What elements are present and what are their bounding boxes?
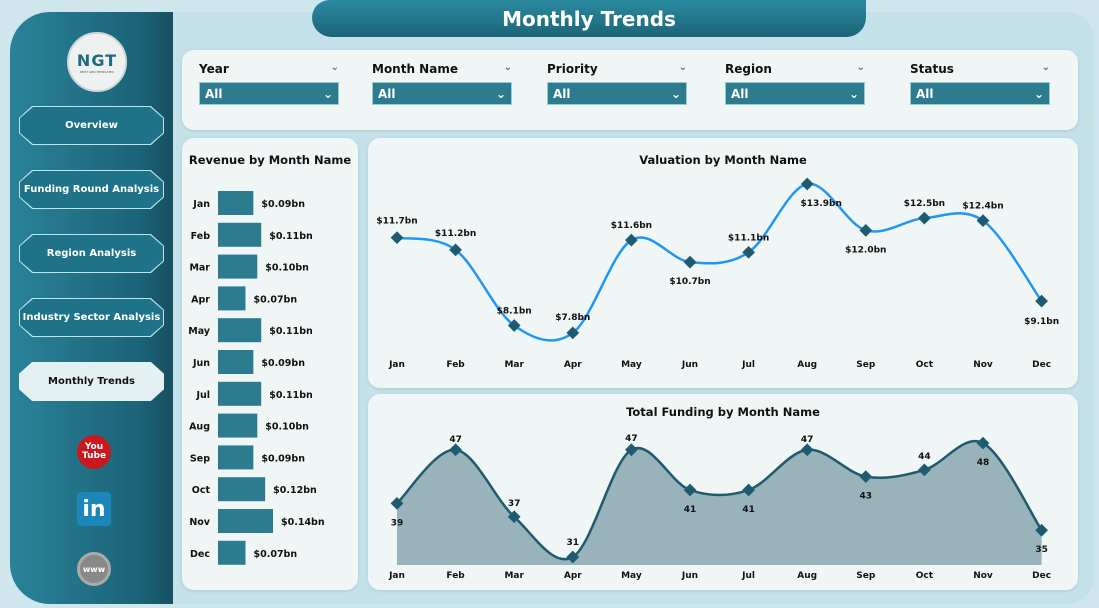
selected-value: All (378, 86, 396, 101)
chevron-down-icon[interactable]: ⌄ (678, 62, 687, 73)
nav-label: Funding Round Analysis (23, 184, 160, 195)
chevron-down-icon[interactable]: ⌄ (503, 62, 512, 73)
page-title: Monthly Trends (312, 0, 866, 37)
chevron-down-icon: ⌄ (848, 86, 859, 101)
nav-label: Overview (65, 120, 118, 131)
nav-region-analysis[interactable]: Region Analysis (19, 234, 164, 273)
filter-dropdown[interactable]: All ⌄ (725, 82, 865, 105)
selected-value: All (731, 86, 749, 101)
linkedin-icon[interactable]: in (77, 492, 111, 526)
filter-label: Priority (547, 62, 598, 76)
nav-label: Industry Sector Analysis (22, 312, 161, 323)
revenue-chart: Revenue by Month Name (182, 138, 358, 590)
chevron-down-icon[interactable]: ⌄ (1041, 62, 1050, 73)
filter-dropdown[interactable]: All ⌄ (372, 82, 512, 105)
filter-status: Status ⌄ All ⌄ (910, 62, 1050, 105)
chart-title: Revenue by Month Name (188, 153, 352, 167)
selected-value: All (205, 86, 223, 101)
chevron-down-icon: ⌄ (670, 86, 681, 101)
nav-overview[interactable]: Overview (19, 106, 164, 145)
filter-dropdown[interactable]: All ⌄ (199, 82, 339, 105)
chart-title: Total Funding by Month Name (626, 405, 820, 419)
chevron-down-icon: ⌄ (1033, 86, 1044, 101)
filter-month-name: Month Name ⌄ All ⌄ (372, 62, 512, 105)
nav-industry-sector-analysis[interactable]: Industry Sector Analysis (19, 298, 164, 337)
selected-value: All (553, 86, 571, 101)
filter-priority: Priority ⌄ All ⌄ (547, 62, 687, 105)
filter-label: Month Name (372, 62, 458, 76)
valuation-chart: Valuation by Month Name (368, 138, 1078, 388)
filter-year: Year ⌄ All ⌄ (199, 62, 339, 105)
chevron-down-icon: ⌄ (322, 86, 333, 101)
filter-label: Year (199, 62, 229, 76)
globe-icon[interactable]: www (77, 552, 111, 586)
nav-label: Region Analysis (46, 248, 137, 259)
filter-region: Region ⌄ All ⌄ (725, 62, 865, 105)
filter-dropdown[interactable]: All ⌄ (547, 82, 687, 105)
logo: NGT NEXT GEN TEMPLATES (67, 32, 127, 92)
youtube-icon[interactable]: You Tube (77, 435, 111, 469)
filter-label: Status (910, 62, 954, 76)
chevron-down-icon: ⌄ (495, 86, 506, 101)
selected-value: All (916, 86, 934, 101)
nav-label: Monthly Trends (48, 376, 135, 387)
filter-label: Region (725, 62, 772, 76)
nav-monthly-trends[interactable]: Monthly Trends (19, 362, 164, 401)
nav-funding-round-analysis[interactable]: Funding Round Analysis (19, 170, 164, 209)
funding-chart: Total Funding by Month Name (368, 394, 1078, 590)
filter-panel: Year ⌄ All ⌄ Month Name ⌄ All ⌄ Priority ⌄ All ⌄… (182, 50, 1078, 130)
chart-title: Valuation by Month Name (639, 153, 807, 167)
chevron-down-icon[interactable]: ⌄ (856, 62, 865, 73)
chevron-down-icon[interactable]: ⌄ (330, 62, 339, 73)
filter-dropdown[interactable]: All ⌄ (910, 82, 1050, 105)
